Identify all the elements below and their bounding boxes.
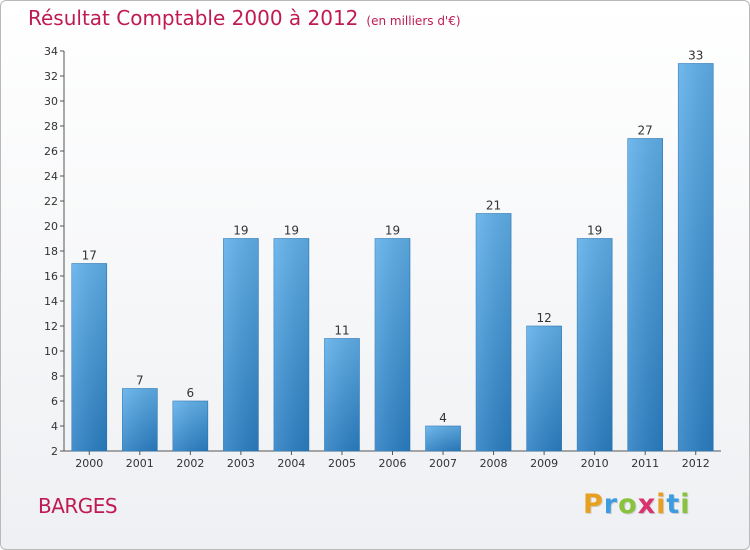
y-tick-label: 24 xyxy=(44,170,58,183)
bar-shade xyxy=(375,238,410,451)
y-tick-label: 6 xyxy=(51,395,58,408)
x-tick-label: 2012 xyxy=(682,457,710,470)
x-tick-label: 2009 xyxy=(530,457,558,470)
logo-letter: i xyxy=(680,489,691,520)
bar-value-label: 21 xyxy=(486,199,501,213)
x-tick-label: 2011 xyxy=(631,457,659,470)
y-tick-label: 18 xyxy=(44,245,58,258)
y-tick-label: 22 xyxy=(44,195,58,208)
y-tick-label: 20 xyxy=(44,220,58,233)
y-tick-label: 28 xyxy=(44,120,58,133)
y-tick-label: 10 xyxy=(44,345,58,358)
logo-letter: x xyxy=(637,489,657,520)
x-tick-label: 2002 xyxy=(176,457,204,470)
bar-value-label: 19 xyxy=(233,224,248,238)
bar-value-label: 17 xyxy=(82,249,97,263)
bar-shade xyxy=(425,426,461,451)
y-tick-label: 4 xyxy=(51,420,58,433)
y-tick-label: 16 xyxy=(44,270,58,283)
bar-shade xyxy=(223,238,259,451)
bar-value-label: 4 xyxy=(439,411,447,425)
chart-title-text: Résultat Comptable 2000 à 2012 xyxy=(28,6,359,30)
x-tick-label: 2004 xyxy=(277,457,305,470)
chart-title: Résultat Comptable 2000 à 2012 (en millie… xyxy=(28,6,461,30)
bar-shade xyxy=(273,238,309,451)
bar-shade xyxy=(71,263,107,451)
bar-value-label: 27 xyxy=(638,124,653,138)
x-tick-label: 2003 xyxy=(227,457,255,470)
bar-shade xyxy=(526,326,562,451)
y-tick-label: 8 xyxy=(51,370,58,383)
x-tick-label: 2008 xyxy=(480,457,508,470)
bar-value-label: 7 xyxy=(136,374,144,388)
logo-letter: t xyxy=(666,489,681,520)
bar-value-label: 19 xyxy=(587,224,602,238)
y-tick-label: 34 xyxy=(44,45,58,58)
logo-letter: o xyxy=(618,489,638,520)
y-tick-label: 2 xyxy=(51,445,58,458)
bar-value-label: 33 xyxy=(688,49,703,63)
bar-shade xyxy=(627,138,663,451)
chart-subtitle: (en milliers d'€) xyxy=(366,14,461,28)
proxiti-logo: Proxiti xyxy=(583,489,691,520)
bar-value-label: 12 xyxy=(536,311,551,325)
bar-shade xyxy=(678,63,714,451)
bar-shade xyxy=(122,388,158,451)
y-tick-label: 14 xyxy=(44,295,58,308)
x-tick-label: 2001 xyxy=(126,457,154,470)
x-tick-label: 2006 xyxy=(379,457,407,470)
place-label: BARGES xyxy=(38,494,118,518)
bar-shade xyxy=(577,238,613,451)
y-tick-label: 26 xyxy=(44,145,58,158)
bar-value-label: 11 xyxy=(334,324,349,338)
y-tick-label: 12 xyxy=(44,320,58,333)
y-tick-label: 32 xyxy=(44,70,58,83)
logo-letter: P xyxy=(583,489,604,520)
bar-value-label: 19 xyxy=(284,224,299,238)
x-tick-label: 2010 xyxy=(581,457,609,470)
x-tick-label: 2005 xyxy=(328,457,356,470)
logo-letter: i xyxy=(656,489,667,520)
logo-letter: r xyxy=(603,489,619,520)
bar-shade xyxy=(476,213,512,451)
y-tick-label: 30 xyxy=(44,95,58,108)
bar-shade xyxy=(324,338,360,451)
x-tick-label: 2007 xyxy=(429,457,457,470)
bar-shade xyxy=(172,401,208,451)
bar-value-label: 6 xyxy=(187,386,195,400)
bar-value-label: 19 xyxy=(385,224,400,238)
x-tick-label: 2000 xyxy=(75,457,103,470)
